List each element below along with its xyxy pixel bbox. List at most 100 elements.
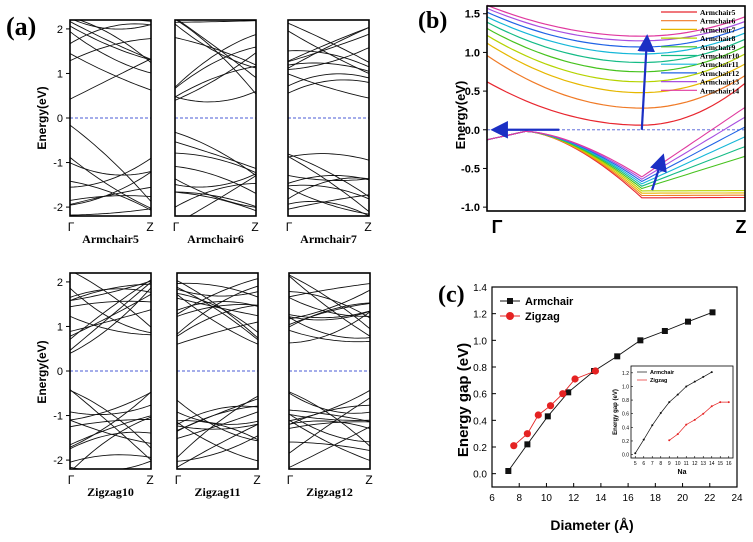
inset-armchair-point: [668, 401, 671, 404]
band-line: [289, 329, 370, 343]
band-line: [177, 294, 258, 345]
xtick-gamma: Γ: [287, 473, 294, 487]
xtick-gamma: Γ: [492, 217, 503, 237]
ytick-label: 0.4: [473, 416, 487, 427]
band-line: [288, 174, 369, 181]
band-line: [175, 173, 256, 188]
armchair-point: [661, 328, 668, 334]
inset-armchair-point: [693, 380, 696, 383]
band-line: [177, 280, 258, 339]
armchair-point: [709, 309, 716, 316]
inset-ytick-label: 1.2: [622, 371, 629, 377]
band-subplot-armchair5: 2 1 0 -1 -2 Γ Z Armchair5: [53, 19, 154, 246]
armchair-point: [505, 468, 512, 474]
ytick-label: 0: [57, 113, 63, 125]
band-line: [288, 22, 369, 63]
inset-xtick-label: 16: [726, 461, 732, 467]
band-line: [70, 281, 151, 351]
band-line: [288, 33, 369, 63]
panel-a-ylabel-top: Energy(eV): [35, 86, 49, 149]
panel-c-legend: Armchair Zigzag: [500, 296, 574, 323]
ytick-label: 0.0: [465, 125, 480, 137]
band-line: [70, 415, 151, 446]
band-line: [288, 27, 369, 62]
ytick-label: 1: [57, 321, 63, 333]
band-line: [289, 391, 370, 447]
conduction-band-armchair9: [486, 27, 746, 73]
subplot-frame: [176, 272, 259, 470]
inset-xtick-label: 15: [717, 461, 723, 467]
inset-zigzag-point: [668, 439, 671, 442]
band-line: [288, 184, 369, 200]
band-line: [175, 178, 256, 208]
zigzag-point: [523, 430, 531, 438]
inset-armchair-point: [710, 371, 713, 374]
ytick-label: -2: [53, 202, 63, 214]
band-line: [288, 187, 369, 215]
ytick-label: -0.5: [461, 163, 480, 175]
band-line: [175, 37, 256, 66]
band-line: [70, 195, 151, 201]
inset-zigzag-point: [676, 433, 679, 436]
band-line: [70, 21, 151, 60]
band-line: [175, 52, 256, 101]
band-lines: [289, 274, 370, 468]
band-line: [77, 20, 151, 63]
zigzag-point: [534, 411, 542, 419]
ytick-label: 1.0: [473, 336, 487, 347]
conduction-band-armchair7: [486, 42, 746, 94]
band-lines: [175, 20, 256, 216]
inset-xtick-label: 14: [709, 461, 715, 467]
panel-label-a: (a): [6, 12, 36, 41]
band-line: [70, 391, 151, 421]
band-line: [288, 175, 369, 184]
xtick-gamma: Γ: [68, 473, 75, 487]
band-line: [289, 397, 370, 454]
ytick-label: -1.0: [461, 202, 480, 214]
band-line: [289, 420, 370, 430]
band-line: [289, 310, 370, 321]
ytick-label: 1: [57, 68, 63, 80]
xtick-z: Z: [736, 217, 747, 237]
band-line: [70, 180, 151, 211]
inset-xtick-label: 5: [634, 461, 637, 467]
band-line: [72, 416, 151, 469]
zigzag-point: [546, 402, 555, 410]
subplot-frame: [287, 19, 370, 217]
band-line: [175, 191, 256, 208]
xtick-label: 22: [704, 493, 716, 504]
band-line: [177, 285, 258, 335]
conduction-band-armchair11: [486, 16, 746, 55]
valence-band-armchair14: [486, 106, 746, 178]
zigzag-point: [591, 367, 600, 375]
inset-ytick-label: 0.8: [622, 398, 629, 404]
conduction-band-armchair8: [486, 34, 746, 83]
inset-ylabel: Energy gap (eV): [613, 389, 619, 435]
band-line: [175, 152, 256, 174]
zigzag-point: [559, 390, 567, 398]
inset-armchair-point: [685, 385, 688, 388]
band-line: [70, 460, 151, 469]
inset-ytick-label: 1.0: [622, 384, 629, 390]
band-line: [70, 309, 151, 332]
band-line: [289, 419, 370, 461]
band-line: [288, 177, 369, 200]
band-line: [70, 53, 151, 91]
band-subplot-zigzag12: Γ Z Zigzag12: [287, 272, 373, 499]
xtick-z: Z: [146, 473, 153, 487]
band-line: [175, 20, 256, 23]
band-line: [289, 392, 370, 414]
xtick-gamma: Γ: [173, 220, 180, 234]
band-line: [70, 419, 151, 444]
legend-label: Armchair7: [700, 25, 736, 34]
band-line: [177, 304, 258, 317]
band-line: [289, 413, 370, 421]
inset-zigzag-point: [685, 423, 688, 426]
band-line: [289, 302, 370, 326]
xtick-label: 8: [516, 493, 522, 504]
band-line: [70, 124, 151, 202]
band-line: [177, 411, 258, 425]
inset-xtick-label: 10: [675, 461, 681, 467]
legend-label: Armchair12: [700, 69, 739, 78]
conduction-band-armchair6: [486, 55, 746, 109]
